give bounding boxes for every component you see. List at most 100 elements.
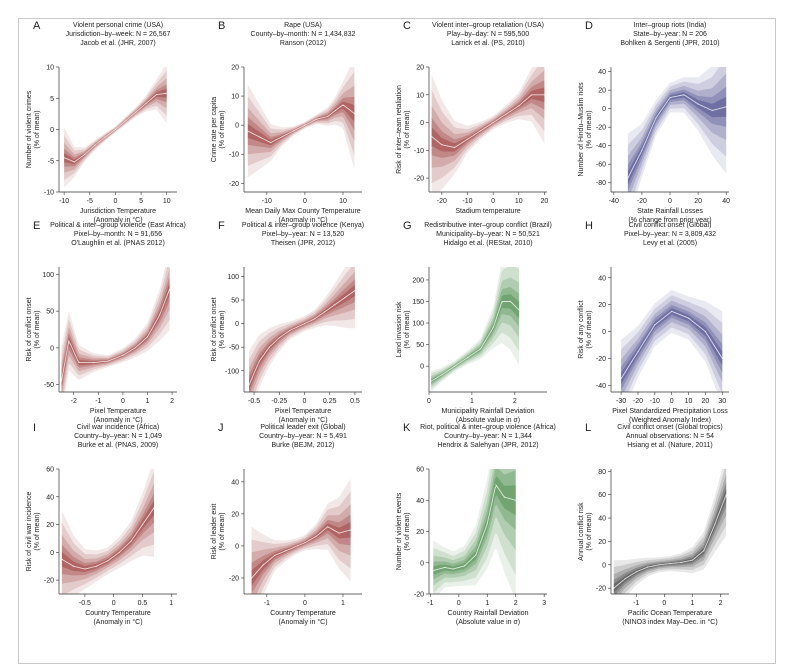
panel-l: L Civil conflict onset (Global tropics) An… <box>578 422 729 626</box>
x-tick-label: 0 <box>662 600 666 607</box>
x-tick-label: 20 <box>694 198 702 205</box>
data-point <box>703 550 705 552</box>
y-axis-label: Risk of civil war incidence <box>26 492 33 572</box>
confidence-band <box>249 267 355 392</box>
data-point <box>251 577 253 579</box>
panel-k: K Riot, political & inter–group violence … <box>396 422 556 626</box>
panel-title: Political leader exit (Global) <box>260 424 345 431</box>
data-point <box>680 561 682 564</box>
panel-a: A Violent personal crime (USA) Jurisdictio… <box>26 20 177 224</box>
panel-letter: F <box>218 220 225 232</box>
data-point <box>122 354 124 356</box>
x-tick-label: 0 <box>112 600 116 607</box>
data-point <box>153 507 155 509</box>
data-point <box>531 94 533 96</box>
x-axis-label: Pixel Temperature <box>90 408 146 415</box>
x-tick-label: 1 <box>169 600 173 607</box>
confidence-band <box>613 469 727 594</box>
mean-line <box>433 484 516 572</box>
data-point <box>432 570 434 572</box>
y-axis-label: (% of mean) <box>404 310 411 348</box>
data-point <box>518 309 520 311</box>
data-point <box>620 378 622 380</box>
x-tick-label: 10 <box>163 198 171 205</box>
x-tick-label: 0 <box>121 398 125 405</box>
x-axis-label: Pixel Standardized Precipitation Loss <box>612 408 728 415</box>
y-tick-label: 60 <box>598 492 606 499</box>
data-point <box>130 540 132 542</box>
x-tick-label: 0.5 <box>138 600 148 607</box>
data-point <box>354 290 356 292</box>
x-tick-label: -0.5 <box>248 398 260 405</box>
y-tick-label: -40 <box>596 383 606 390</box>
data-point <box>492 122 494 124</box>
x-tick-label: -10 <box>462 198 472 205</box>
x-tick-label: -10 <box>59 198 69 205</box>
y-tick-label: -50 <box>229 345 239 352</box>
panel-subtitle: Country–by–year: N = 1,344 <box>444 433 532 440</box>
x-axis-label: (Anomaly in °C) <box>93 216 142 224</box>
data-point <box>467 356 469 359</box>
confidence-band <box>61 267 170 392</box>
y-tick-label: -20 <box>414 176 424 183</box>
y-tick-label: 0 <box>420 364 424 371</box>
y-tick-label: -5 <box>48 158 54 165</box>
data-point <box>646 566 649 568</box>
panel-letter: L <box>585 422 591 434</box>
y-tick-label: 200 <box>412 277 424 284</box>
confidence-band <box>61 267 170 392</box>
plot-area <box>248 267 356 392</box>
confidence-band <box>249 279 355 392</box>
y-tick-label: 80 <box>598 469 606 476</box>
data-point <box>704 330 707 333</box>
data-point <box>714 523 716 525</box>
panel-c: C Violent inter–group retaliation (USA) Pl… <box>396 20 548 215</box>
x-tick-label: -2 <box>71 398 77 405</box>
panel-letter: H <box>585 220 593 232</box>
confidence-band <box>613 469 727 594</box>
y-tick-label: 150 <box>412 299 424 306</box>
x-tick-label: 20 <box>702 398 710 405</box>
y-tick-label: -10 <box>414 148 424 155</box>
y-axis-label: Land invasion risk <box>396 301 403 358</box>
x-axis-label: Mean Daily Max County Temperature <box>245 208 361 215</box>
x-tick-label: -1 <box>95 398 101 405</box>
x-tick-label: 2 <box>513 398 517 405</box>
mean-line <box>251 526 351 579</box>
data-point <box>658 564 660 566</box>
data-point <box>292 130 295 132</box>
data-point <box>278 337 280 339</box>
data-point <box>501 300 503 303</box>
y-tick-label: 50 <box>416 342 424 349</box>
confidence-band <box>613 482 727 594</box>
data-point <box>68 339 70 342</box>
data-point <box>441 144 443 146</box>
data-point <box>84 568 86 570</box>
y-tick-label: 50 <box>46 309 54 316</box>
x-axis-label: Jurisdiction Temperature <box>80 208 156 215</box>
y-tick-label: 0 <box>50 550 54 557</box>
data-point <box>258 136 260 138</box>
panel-subtitle: Pixel–by–year: N = 13,520 <box>262 231 344 238</box>
panel-subtitle: Hidalgo et al. (REStat, 2010) <box>443 240 532 247</box>
y-tick-label: 0 <box>602 562 606 569</box>
data-point <box>479 130 481 132</box>
x-axis-label: Country Rainfall Deviation <box>448 610 529 617</box>
x-tick-label: 1 <box>485 600 489 607</box>
y-tick-label: -20 <box>44 578 54 585</box>
x-axis-label: Country Temperature <box>270 610 336 617</box>
y-axis-label: Number of violent events <box>396 492 403 570</box>
confidence-band <box>627 67 727 192</box>
x-tick-label: 0 <box>113 198 117 205</box>
data-point <box>342 104 344 106</box>
data-point <box>314 318 316 320</box>
y-axis-label: (% of mean) <box>34 110 41 148</box>
confidence-band <box>249 267 355 392</box>
y-axis-label: (% of mean) <box>34 310 41 348</box>
y-tick-label: 0 <box>50 345 54 352</box>
panel-subtitle: Pixel–by–year: N = 3,809,432 <box>624 231 716 238</box>
x-tick-label: 3 <box>542 600 546 607</box>
panel-title: Violent inter–group retaliation (USA) <box>432 22 544 29</box>
panel-title: Civil conflict onset (Global tropics) <box>617 424 722 431</box>
confidence-band <box>613 474 727 594</box>
